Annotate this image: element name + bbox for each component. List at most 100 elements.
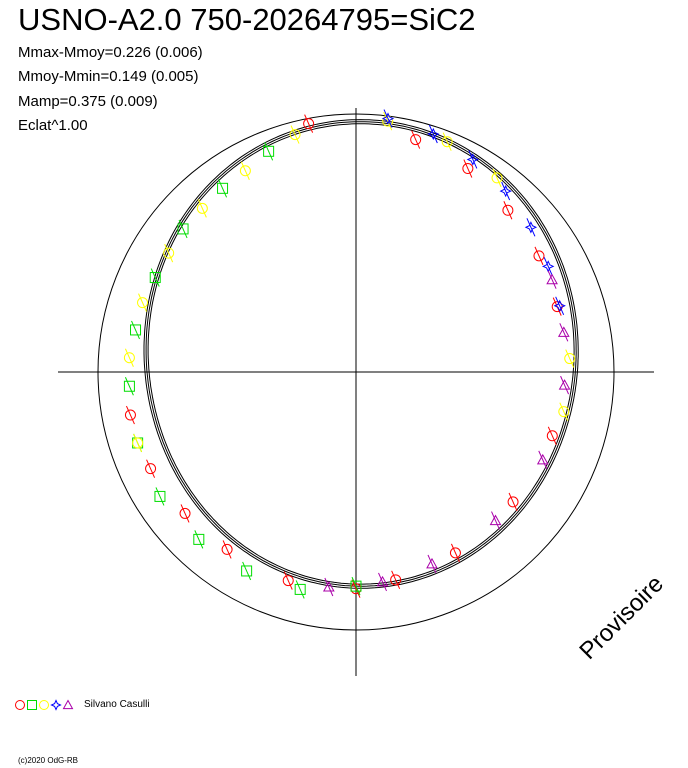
error-bar xyxy=(124,377,134,396)
data-point-square xyxy=(154,490,166,502)
error-bar xyxy=(547,270,557,289)
error-bar xyxy=(131,320,140,340)
error-bar xyxy=(442,132,452,151)
data-point-circle xyxy=(502,204,514,216)
error-bar xyxy=(543,257,553,276)
data-point-square xyxy=(130,324,142,336)
error-bar xyxy=(526,218,536,237)
data-point-circle xyxy=(441,136,453,148)
data-point-star xyxy=(524,221,538,234)
error-bar xyxy=(290,125,300,144)
data-point-triangle xyxy=(489,514,502,526)
error-bar xyxy=(218,179,228,198)
data-point-triangle xyxy=(426,557,438,569)
error-bar xyxy=(178,219,188,239)
error-bar xyxy=(264,142,274,161)
error-bar xyxy=(351,579,361,598)
fit-curves xyxy=(143,119,579,589)
error-bar xyxy=(411,130,421,149)
legend-marker-square xyxy=(27,700,37,710)
error-bar xyxy=(180,504,190,523)
chart-title: USNO-A2.0 750-20264795=SiC2 xyxy=(18,2,476,37)
copyright: (c)2020 OdG-RB xyxy=(18,756,79,765)
data-point-square xyxy=(123,380,135,392)
data-point-triangle xyxy=(376,575,389,587)
data-point-circle xyxy=(546,430,558,442)
data-point-star xyxy=(499,184,512,198)
error-bar xyxy=(242,561,252,581)
data-point-triangle xyxy=(536,453,549,465)
error-bar xyxy=(351,576,361,596)
stat-eclat: Eclat^1.00 xyxy=(18,117,88,134)
data-point-circle xyxy=(124,409,136,421)
error-bar xyxy=(283,571,293,590)
error-bar xyxy=(492,168,502,188)
data-points xyxy=(123,109,576,599)
data-point-circle xyxy=(449,547,461,559)
data-point-square xyxy=(263,145,275,157)
data-point-circle xyxy=(137,297,149,309)
data-point-circle xyxy=(303,118,315,130)
error-bar xyxy=(468,150,478,169)
error-bar xyxy=(240,161,250,180)
data-point-square xyxy=(193,533,205,545)
error-bar xyxy=(133,433,143,453)
error-bar xyxy=(155,487,165,506)
error-bar xyxy=(304,114,314,133)
error-bar xyxy=(555,296,565,316)
stat-mamp: Mamp=0.375 (0.009) xyxy=(18,93,158,110)
error-bar xyxy=(491,511,500,530)
data-point-triangle xyxy=(322,580,335,592)
error-bar xyxy=(503,201,513,220)
error-bar xyxy=(138,293,147,312)
data-point-star xyxy=(381,112,395,125)
legend-marker-star xyxy=(50,699,62,711)
error-bar xyxy=(560,375,570,395)
error-bar xyxy=(146,459,156,478)
error-bar xyxy=(428,124,438,144)
data-point-circle xyxy=(382,115,394,127)
error-bar xyxy=(383,111,393,131)
data-point-star xyxy=(553,299,566,312)
data-point-circle xyxy=(533,250,545,262)
error-bar xyxy=(150,268,160,287)
error-bar xyxy=(391,570,401,590)
data-point-triangle xyxy=(546,273,558,285)
legend-marker-circle xyxy=(15,700,25,710)
error-bar xyxy=(501,181,511,201)
data-point-circle xyxy=(221,543,233,555)
data-point-circle xyxy=(410,134,422,146)
fit-curve-0 xyxy=(147,123,575,585)
error-bar xyxy=(383,109,393,128)
data-point-circle xyxy=(564,353,576,365)
legend-marker-circle xyxy=(39,700,49,710)
data-point-circle xyxy=(145,463,157,475)
data-point-triangle xyxy=(558,379,571,390)
data-point-circle xyxy=(179,507,191,519)
data-point-circle xyxy=(123,352,135,364)
error-bar xyxy=(194,530,204,549)
data-point-circle xyxy=(289,129,301,141)
data-point-circle xyxy=(163,247,175,259)
data-point-square xyxy=(149,272,161,284)
data-point-circle xyxy=(390,574,402,586)
error-bar xyxy=(547,426,557,445)
error-bar xyxy=(534,246,544,266)
data-point-circle xyxy=(491,172,503,184)
error-bar xyxy=(324,577,334,597)
error-bar xyxy=(124,348,134,367)
data-point-circle xyxy=(507,496,519,508)
error-bar xyxy=(197,199,207,218)
data-point-square xyxy=(241,565,253,577)
data-point-circle xyxy=(462,163,474,175)
data-point-circle xyxy=(558,406,570,418)
error-bar xyxy=(164,243,174,263)
error-bar xyxy=(125,405,135,425)
error-bar xyxy=(450,543,460,563)
error-bar xyxy=(295,580,305,599)
reference-circle xyxy=(97,113,615,631)
legend-marker-triangle xyxy=(62,699,74,710)
data-point-triangle xyxy=(557,326,570,337)
data-point-circle xyxy=(282,575,294,587)
